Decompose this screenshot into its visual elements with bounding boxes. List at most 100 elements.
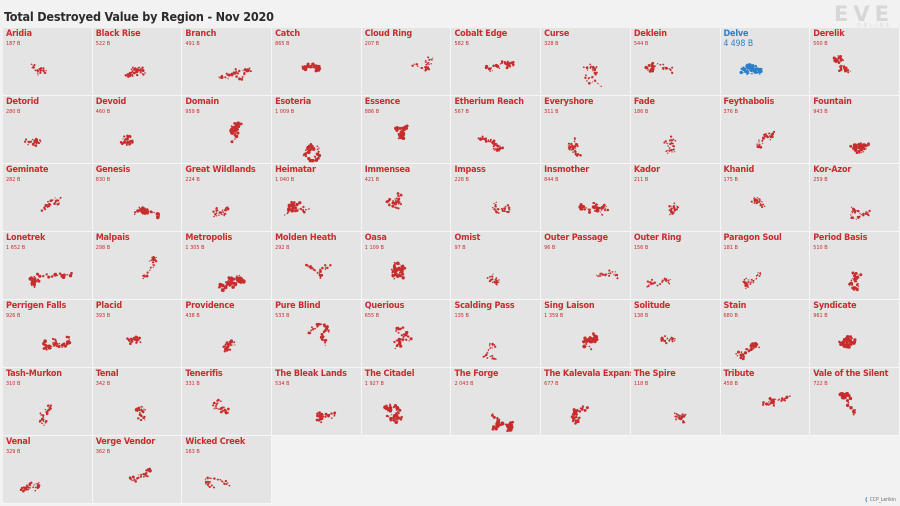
region-name: Molden Heath: [275, 233, 337, 243]
system-dot: [485, 64, 489, 69]
system-dot: [221, 480, 224, 483]
region-value: 138 B: [633, 313, 649, 319]
system-dot: [579, 407, 582, 410]
system-dot: [43, 71, 47, 75]
system-dot: [750, 70, 752, 72]
system-dot: [294, 209, 297, 213]
region-tile-everyshore: Everyshore 311 B: [541, 96, 631, 164]
system-dot: [213, 408, 215, 410]
system-dot: [493, 208, 497, 211]
region-name: Insmother: [544, 165, 590, 175]
system-dot: [312, 159, 315, 162]
system-dot: [839, 61, 841, 64]
system-dot: [848, 339, 851, 342]
system-dot: [409, 337, 413, 341]
system-dot: [860, 213, 863, 216]
system-dot: [576, 145, 579, 148]
system-dot: [23, 140, 27, 143]
region-value: 282 B: [6, 177, 21, 183]
system-dot: [287, 210, 290, 213]
system-dot: [755, 143, 758, 145]
region-tile-period-basis: Period Basis 510 B: [810, 232, 900, 300]
system-dot: [674, 151, 676, 153]
system-dot: [758, 275, 760, 277]
system-dot: [236, 131, 240, 135]
system-dot: [751, 347, 754, 350]
region-name: The Kalevala Expanse: [544, 369, 631, 379]
region-name: Stain: [723, 301, 747, 311]
region-map-verge-vendor: [128, 467, 152, 483]
system-dot: [26, 485, 29, 488]
system-dot: [397, 407, 400, 410]
system-dot: [45, 273, 48, 276]
system-dot: [484, 138, 487, 141]
region-name: Khanid: [723, 165, 755, 175]
system-dot: [846, 399, 850, 403]
region-name: Vale of the Silent: [813, 369, 889, 379]
system-dot: [851, 271, 855, 275]
system-dot: [586, 406, 590, 410]
system-dot: [744, 287, 746, 290]
system-dot: [66, 273, 68, 276]
system-dot: [837, 55, 840, 57]
system-dot: [320, 417, 323, 420]
system-dot: [406, 335, 410, 338]
system-dot: [852, 277, 854, 279]
system-dot: [846, 403, 850, 408]
region-tile-devoid: Devoid 460 B: [92, 96, 183, 164]
region-name: Aridia: [6, 29, 32, 39]
region-map-stain: [734, 341, 760, 361]
region-name: The Spire: [633, 369, 676, 379]
system-dot: [44, 204, 48, 207]
system-dot: [589, 63, 592, 66]
region-value: 1 927 B: [364, 381, 384, 387]
system-dot: [747, 72, 749, 75]
system-dot: [397, 201, 399, 203]
system-dot: [388, 403, 391, 406]
system-dot: [231, 125, 233, 127]
system-dot: [219, 286, 222, 288]
system-dot: [505, 205, 507, 208]
system-dot: [122, 138, 124, 140]
system-dot: [144, 213, 146, 215]
system-dot: [138, 68, 142, 72]
system-dot: [424, 61, 427, 63]
system-dot: [852, 217, 855, 220]
system-dot: [773, 400, 775, 403]
system-dot: [131, 67, 133, 69]
system-dot: [851, 210, 853, 213]
region-map-deklein: [644, 61, 674, 75]
region-value: 844 B: [544, 177, 559, 183]
system-dot: [488, 349, 490, 352]
system-dot: [500, 62, 502, 65]
region-tile-the-citadel: The Citadel 1 927 B: [361, 368, 452, 436]
system-dot: [647, 63, 650, 67]
system-dot: [867, 214, 870, 217]
system-dot: [670, 205, 672, 207]
region-tile-the-forge: The Forge 2 043 B: [451, 368, 542, 436]
author-credit[interactable]: ❰ CCP_Lerikin: [865, 497, 896, 503]
region-tile-metropolis: Metropolis 1 305 B: [182, 232, 273, 300]
system-dot: [235, 276, 238, 278]
system-dot: [486, 357, 489, 359]
region-value: 342 B: [95, 381, 111, 387]
system-dot: [852, 143, 857, 147]
system-dot: [140, 67, 142, 70]
region-map-impass: [492, 201, 511, 214]
system-dot: [401, 326, 404, 329]
region-map-fade: [663, 135, 677, 154]
system-dot: [665, 149, 668, 152]
region-map-curse: [583, 63, 603, 88]
region-map-cobalt-edge: [485, 60, 516, 72]
system-dot: [143, 72, 146, 74]
system-dot: [306, 66, 309, 69]
system-dot: [680, 415, 682, 417]
system-dot: [674, 418, 677, 421]
system-dot: [758, 201, 760, 203]
system-dot: [63, 342, 66, 344]
system-dot: [240, 78, 244, 81]
region-map-kor-azor: [850, 206, 872, 220]
system-dot: [601, 213, 604, 216]
system-dot: [309, 144, 312, 147]
system-dot: [585, 339, 589, 343]
